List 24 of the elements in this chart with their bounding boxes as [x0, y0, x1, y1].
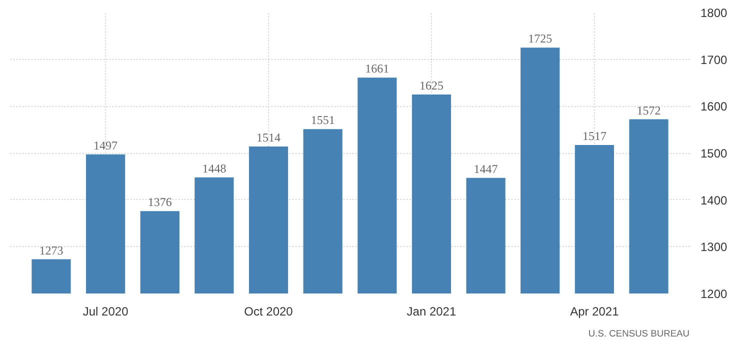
data-label: 1497: [94, 138, 118, 152]
y-tick-label: 1600: [700, 100, 728, 114]
y-tick-label: 1300: [700, 240, 728, 254]
data-label: 1376: [148, 195, 172, 210]
data-label: 1572: [636, 103, 661, 118]
data-label: 1447: [474, 162, 498, 176]
data-label: 1273: [39, 243, 64, 258]
y-tick-label: 1500: [700, 146, 728, 160]
y-tick-label: 1200: [700, 287, 728, 301]
x-tick-label: Oct 2020: [244, 304, 294, 318]
data-label: 1551: [310, 113, 335, 128]
y-tick-label: 1800: [700, 6, 728, 20]
data-label: 1725: [528, 32, 552, 46]
data-label: 1448: [202, 161, 226, 176]
data-label: 1625: [419, 78, 444, 92]
y-tick-label: 1400: [700, 193, 728, 208]
y-tick-label: 1700: [700, 52, 728, 67]
x-tick-label: Apr 2021: [570, 304, 620, 318]
data-label: 1514: [256, 130, 281, 144]
x-tick-label: Jul 2020: [82, 304, 129, 318]
data-label: 1517: [582, 129, 606, 144]
data-label: 1661: [365, 62, 390, 76]
x-tick-label: Jan 2021: [406, 304, 456, 318]
text: U.S. CENSUS BUREAU: [588, 328, 690, 338]
